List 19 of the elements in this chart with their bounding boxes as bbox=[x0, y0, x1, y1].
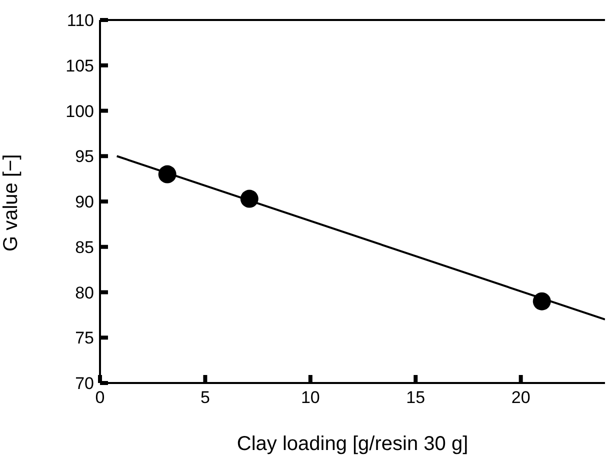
y-tick-label: 100 bbox=[66, 102, 94, 121]
point bbox=[532, 292, 551, 310]
x-tick-label: 5 bbox=[200, 388, 210, 407]
x-axis-title: Clay loading [g/resin 30 g] bbox=[236, 433, 468, 455]
y-tick-label: 70 bbox=[75, 374, 94, 393]
y-tick-label: 95 bbox=[75, 147, 94, 166]
y-tick-label: 90 bbox=[75, 192, 94, 212]
y-tick-label: 105 bbox=[66, 56, 94, 76]
y-tick-label: 80 bbox=[75, 283, 94, 302]
y-axis-title: G value [−] bbox=[0, 154, 22, 252]
point bbox=[158, 165, 176, 184]
y-tick-label: 85 bbox=[75, 238, 94, 257]
y-tick-label: 110 bbox=[66, 11, 94, 30]
x-tick-label: 20 bbox=[511, 388, 530, 407]
point bbox=[240, 190, 258, 208]
x-tick-label: 10 bbox=[300, 388, 320, 407]
y-tick-label: 75 bbox=[75, 328, 94, 348]
x-tick-label: 0 bbox=[95, 388, 105, 407]
x-tick-label: 15 bbox=[406, 388, 426, 407]
